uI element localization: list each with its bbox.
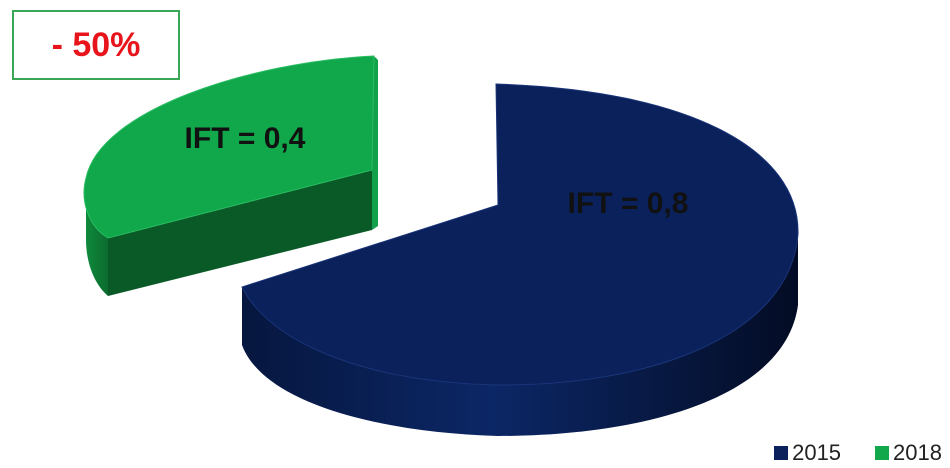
- reduction-callout: - 50%: [12, 10, 180, 80]
- legend-label-2015: 2015: [792, 440, 842, 465]
- legend-swatch-2015: [774, 446, 789, 460]
- slice-2018-cut-face: [108, 170, 372, 296]
- slice-2015-top: [241, 83, 799, 386]
- reduction-text: - 50%: [51, 25, 141, 64]
- legend-item-2015: 2015: [774, 440, 841, 466]
- legend-item-2018: 2018: [875, 440, 942, 466]
- slice-2018-label: IFT = 0,4: [185, 122, 306, 155]
- slice-2018-top: [83, 55, 375, 239]
- slice-2018-outer-side: [85, 190, 108, 296]
- legend: 2015 2018: [774, 440, 942, 466]
- slice-2015-label: IFT = 0,8: [568, 187, 689, 220]
- legend-label-2018: 2018: [893, 440, 942, 465]
- slice-2018: IFT = 0,4: [83, 55, 378, 296]
- slice-2015: IFT = 0,8: [241, 83, 799, 436]
- slice-2015-side: [242, 234, 798, 436]
- legend-swatch-2018: [875, 446, 890, 460]
